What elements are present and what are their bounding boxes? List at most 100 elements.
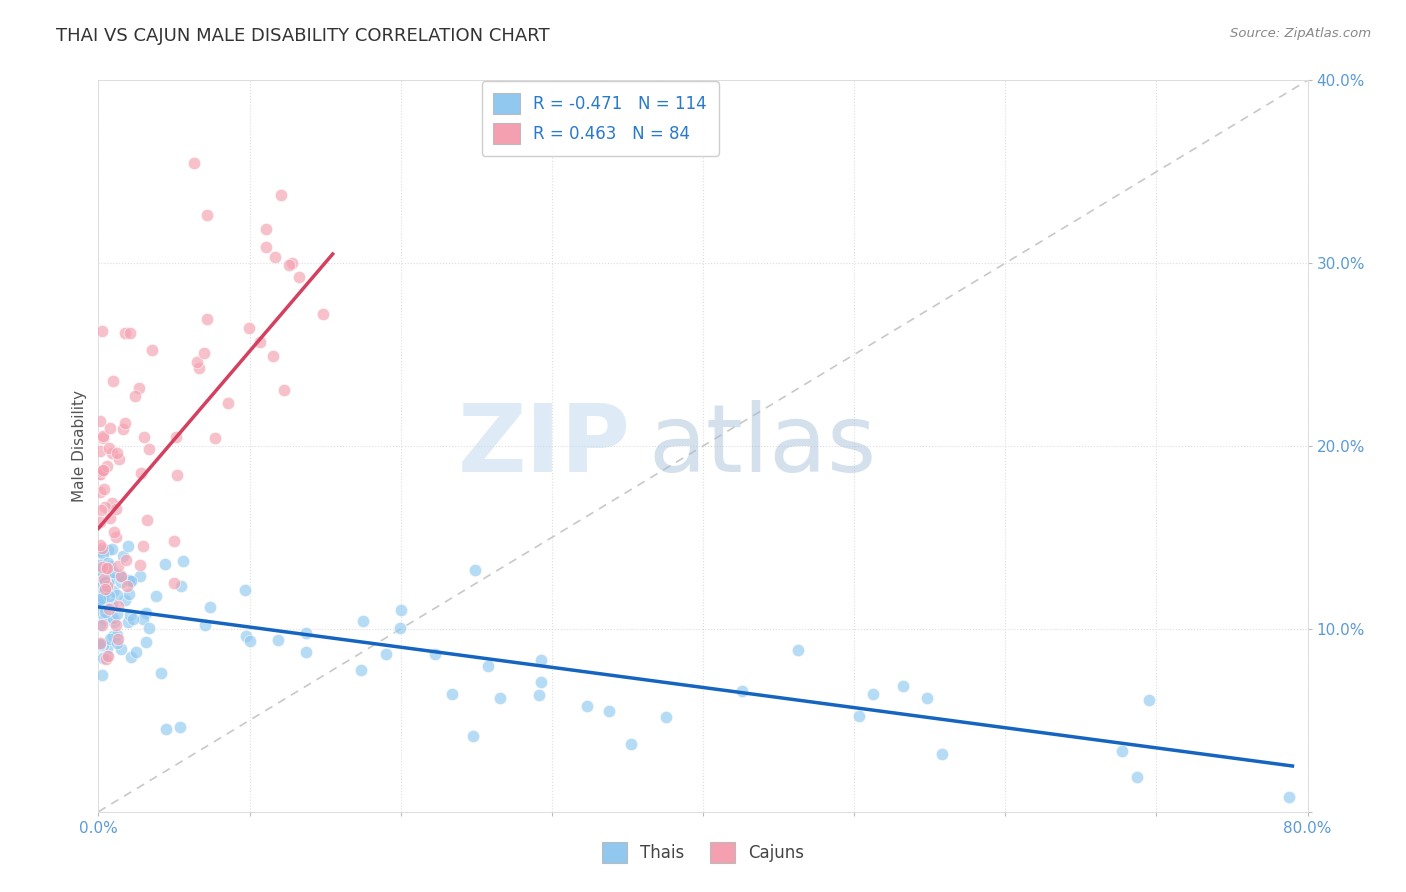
Point <box>93 483 115 497</box>
Point <box>101 629 124 643</box>
Point <box>124 389 146 403</box>
Point <box>94 582 117 596</box>
Point <box>101 566 124 580</box>
Point <box>138 442 160 456</box>
Point <box>132 430 155 444</box>
Point <box>96 578 118 592</box>
Point <box>89 563 111 577</box>
Point <box>235 629 257 643</box>
Point <box>91 541 114 556</box>
Point <box>89 566 111 580</box>
Point <box>100 495 122 509</box>
Point <box>848 709 870 723</box>
Y-axis label: Male Disability: Male Disability <box>72 390 87 502</box>
Point <box>141 343 163 357</box>
Point <box>273 383 295 397</box>
Point <box>153 558 176 572</box>
Point <box>100 571 122 585</box>
Point <box>440 687 463 701</box>
Point <box>294 645 316 659</box>
Point <box>94 500 117 515</box>
Point <box>110 575 132 590</box>
Point <box>91 617 114 632</box>
Point <box>105 607 128 621</box>
Point <box>91 576 114 591</box>
Point <box>169 720 191 734</box>
Point <box>89 592 111 607</box>
Point <box>1126 770 1149 784</box>
Point <box>90 502 112 516</box>
Point <box>89 558 111 572</box>
Point <box>288 270 311 285</box>
Point <box>463 729 485 743</box>
Point <box>145 589 167 603</box>
Point <box>89 444 111 458</box>
Point <box>129 568 152 582</box>
Point <box>135 607 157 621</box>
Point <box>90 605 112 619</box>
Point <box>120 574 142 588</box>
Point <box>91 595 114 609</box>
Point <box>103 374 125 388</box>
Point <box>93 574 115 588</box>
Point <box>105 588 128 602</box>
Point <box>110 642 132 657</box>
Point <box>91 591 114 605</box>
Point <box>91 638 114 652</box>
Point <box>262 349 284 363</box>
Point <box>89 485 111 500</box>
Point <box>312 307 335 321</box>
Point <box>89 582 111 596</box>
Point <box>107 558 129 573</box>
Point <box>131 466 153 480</box>
Point <box>122 612 145 626</box>
Point <box>96 561 118 575</box>
Text: Source: ZipAtlas.com: Source: ZipAtlas.com <box>1230 27 1371 40</box>
Point <box>731 684 754 698</box>
Point <box>104 618 127 632</box>
Point <box>89 543 111 558</box>
Point <box>93 612 115 626</box>
Point <box>96 649 118 664</box>
Point <box>105 636 128 650</box>
Point <box>91 325 114 339</box>
Point <box>97 589 120 603</box>
Point <box>91 429 114 443</box>
Point <box>423 647 446 661</box>
Point <box>249 335 271 350</box>
Point <box>104 501 127 516</box>
Point <box>655 710 678 724</box>
Point <box>186 354 208 368</box>
Point <box>138 621 160 635</box>
Point <box>389 603 412 617</box>
Point <box>132 539 155 553</box>
Point <box>118 573 141 587</box>
Point <box>1278 789 1301 804</box>
Point <box>120 649 142 664</box>
Point <box>256 222 278 236</box>
Point <box>117 615 139 629</box>
Point <box>125 644 148 658</box>
Point <box>89 467 111 482</box>
Point <box>101 597 124 611</box>
Point <box>94 561 117 575</box>
Point <box>110 568 132 582</box>
Point <box>96 640 118 655</box>
Point <box>267 633 290 648</box>
Point <box>93 572 115 586</box>
Point <box>527 688 550 702</box>
Point <box>96 459 118 474</box>
Point <box>281 256 304 270</box>
Point <box>150 665 173 680</box>
Point <box>187 361 209 376</box>
Point <box>94 652 117 666</box>
Point <box>114 592 136 607</box>
Point <box>90 465 112 479</box>
Point <box>110 570 132 584</box>
Point <box>89 515 111 529</box>
Point <box>96 542 118 557</box>
Point <box>172 554 194 568</box>
Point <box>103 615 125 629</box>
Point <box>89 538 111 552</box>
Point <box>350 664 373 678</box>
